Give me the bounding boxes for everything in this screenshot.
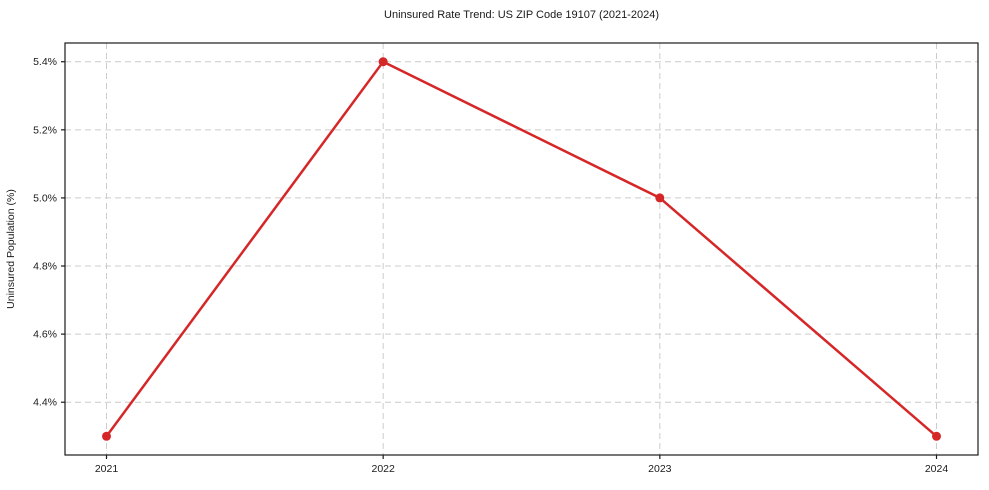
x-tick-label: 2022 — [371, 463, 395, 475]
y-tick-label: 4.6% — [33, 329, 57, 341]
trend-line — [105, 60, 938, 438]
y-tick-label: 5.4% — [33, 56, 57, 68]
x-tick-label: 2021 — [95, 463, 119, 475]
x-tick-label: 2024 — [925, 463, 949, 475]
y-tick-label: 4.4% — [33, 397, 57, 409]
y-tick-label: 4.8% — [33, 261, 57, 273]
x-tick-label: 2023 — [648, 463, 672, 475]
data-point-marker — [102, 431, 111, 441]
chart-title: Uninsured Rate Trend: US ZIP Code 19107 … — [384, 9, 659, 21]
y-tick-label: 5.2% — [33, 124, 57, 136]
plot-border — [64, 42, 979, 456]
data-point-marker — [378, 57, 388, 67]
data-point-marker — [655, 193, 665, 203]
y-axis-label: Uninsured Population (%) — [5, 189, 17, 309]
data-point-marker — [932, 431, 941, 441]
y-tick-label: 5.0% — [33, 192, 57, 204]
